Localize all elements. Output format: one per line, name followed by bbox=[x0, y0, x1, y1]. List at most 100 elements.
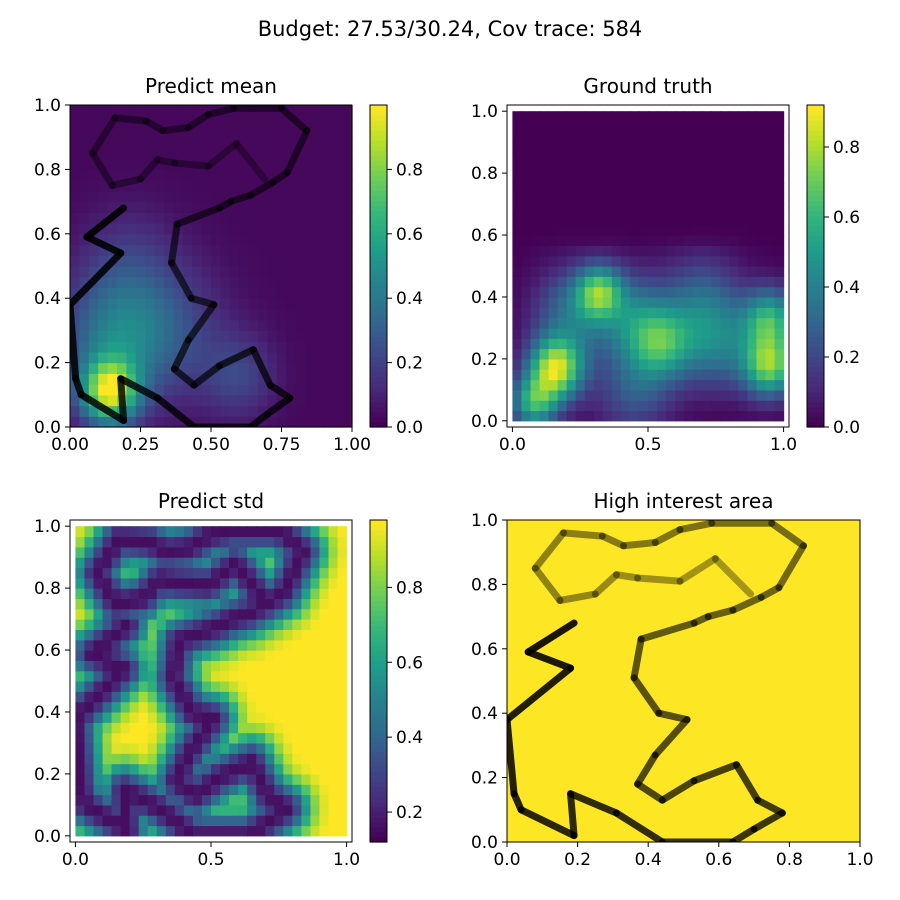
heatmap-cell bbox=[693, 327, 703, 339]
heatmap-cell bbox=[328, 711, 339, 723]
heatmap-cell bbox=[267, 319, 278, 331]
colorbar-cell bbox=[370, 386, 387, 393]
heatmap-cell bbox=[147, 722, 158, 734]
heatmap-cell bbox=[93, 546, 104, 558]
heatmap-cell bbox=[183, 608, 194, 620]
heatmap-cell bbox=[319, 629, 330, 641]
heatmap-cell bbox=[145, 201, 156, 213]
heatmap-cell bbox=[521, 255, 532, 267]
path-segment bbox=[168, 259, 195, 302]
heatmap-cell bbox=[258, 169, 268, 181]
heatmap-cell bbox=[584, 307, 595, 319]
heatmap-cell bbox=[611, 307, 622, 319]
heatmap-cell bbox=[629, 173, 640, 185]
colorbar-cell bbox=[807, 311, 824, 317]
heatmap-cell bbox=[276, 115, 287, 128]
heatmap-cell bbox=[295, 244, 306, 256]
heatmap-cell bbox=[229, 711, 239, 723]
heatmap-cell bbox=[575, 327, 586, 339]
heatmap-cell bbox=[774, 358, 785, 370]
heatmap-cell bbox=[702, 358, 712, 370]
heatmap-cell bbox=[111, 650, 122, 661]
colorbar-cell bbox=[370, 125, 387, 131]
colorbar-cell bbox=[807, 266, 824, 272]
heatmap-cell bbox=[147, 557, 158, 569]
heatmap-cell bbox=[557, 204, 568, 215]
heatmap-cell bbox=[120, 660, 131, 672]
heatmap-cell bbox=[611, 266, 622, 277]
heatmap-cell bbox=[684, 121, 694, 133]
heatmap-cell bbox=[729, 276, 739, 288]
heatmap-cell bbox=[648, 389, 658, 401]
heatmap-cell bbox=[88, 405, 99, 417]
heatmap-cell bbox=[648, 214, 658, 226]
heatmap-cell bbox=[620, 327, 631, 339]
heatmap-cell bbox=[183, 650, 194, 661]
heatmap-cell bbox=[192, 351, 203, 364]
heatmap-cell bbox=[258, 233, 268, 246]
heatmap-cell bbox=[93, 526, 104, 538]
heatmap-cell bbox=[657, 327, 667, 339]
heatmap-cell bbox=[666, 286, 676, 298]
heatmap-cell bbox=[211, 815, 221, 827]
heatmap-cell bbox=[211, 732, 221, 744]
heatmap-cell bbox=[156, 619, 167, 630]
heatmap-cell bbox=[135, 351, 146, 364]
heatmap-cell bbox=[238, 608, 248, 620]
heatmap-cell bbox=[84, 629, 95, 641]
heatmap-cell bbox=[201, 753, 212, 765]
heatmap-cell bbox=[247, 650, 257, 661]
heatmap-cell bbox=[247, 567, 257, 579]
heatmap-cell bbox=[229, 276, 240, 289]
heatmap-cell bbox=[154, 105, 165, 117]
colorbar-cell bbox=[807, 170, 824, 177]
heatmap-cell bbox=[111, 546, 122, 558]
heatmap-cell bbox=[292, 670, 302, 682]
heatmap-cell bbox=[328, 732, 339, 744]
heatmap-cell bbox=[292, 567, 302, 579]
heatmap-cell bbox=[229, 405, 240, 417]
heatmap-cell bbox=[154, 330, 165, 342]
heatmap-cell bbox=[774, 389, 785, 401]
heatmap-cell bbox=[286, 255, 297, 267]
heatmap-cell bbox=[693, 379, 703, 391]
heatmap-cell bbox=[145, 255, 156, 267]
heatmap-cell bbox=[310, 629, 321, 641]
heatmap-cell bbox=[593, 235, 604, 246]
heatmap-cell bbox=[75, 773, 86, 785]
colorbar-tick-label: 0.2 bbox=[396, 803, 423, 823]
heatmap-cell bbox=[93, 691, 104, 703]
colorbar-cell bbox=[370, 160, 387, 166]
heatmap-cell bbox=[256, 681, 266, 692]
heatmap-cell bbox=[211, 244, 221, 256]
heatmap-cell bbox=[539, 266, 550, 277]
heatmap-cell bbox=[201, 701, 212, 713]
heatmap-cell bbox=[301, 722, 312, 734]
heatmap-cell bbox=[539, 317, 550, 329]
heatmap-cell bbox=[102, 629, 113, 641]
heatmap-cell bbox=[530, 224, 541, 236]
heatmap-cell bbox=[675, 389, 685, 401]
heatmap-cell bbox=[738, 358, 749, 370]
heatmap-cell bbox=[295, 126, 306, 138]
heatmap-cell bbox=[720, 193, 730, 205]
heatmap-cell bbox=[120, 742, 131, 754]
heatmap-cell bbox=[295, 330, 306, 342]
heatmap-cell bbox=[295, 351, 306, 364]
heatmap-cell bbox=[539, 379, 550, 391]
heatmap-cell bbox=[276, 223, 287, 235]
heatmap-cell bbox=[675, 245, 685, 257]
heatmap-cell bbox=[286, 362, 297, 374]
heatmap-cell bbox=[602, 111, 613, 123]
heatmap-cell bbox=[88, 308, 99, 321]
heatmap-cell bbox=[611, 358, 622, 370]
heatmap-cell bbox=[220, 147, 231, 160]
heatmap-cell bbox=[292, 732, 302, 744]
heatmap-cells bbox=[75, 526, 348, 837]
colorbar-cell bbox=[370, 771, 387, 778]
heatmap-cell bbox=[314, 416, 325, 428]
path-segment bbox=[89, 114, 119, 157]
heatmap-cell bbox=[611, 224, 622, 236]
heatmap-cell bbox=[156, 722, 167, 734]
heatmap-cell bbox=[512, 286, 523, 298]
